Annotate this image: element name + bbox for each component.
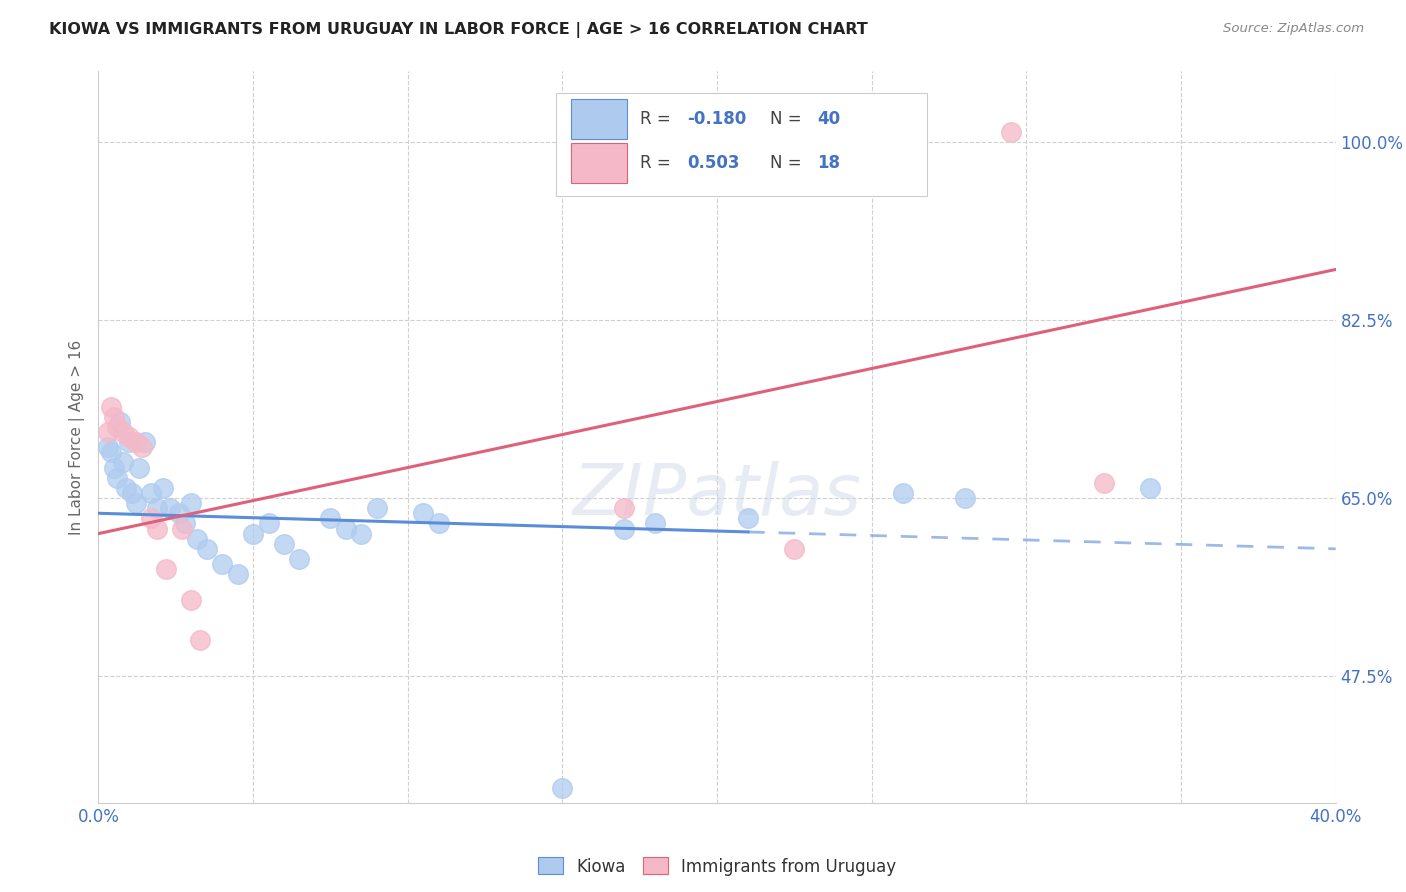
- Text: R =: R =: [640, 153, 676, 172]
- Point: [103, 409, 125, 424]
- Point: [644, 516, 666, 531]
- Point: [195, 541, 218, 556]
- Text: -0.180: -0.180: [688, 110, 747, 128]
- Point: [891, 486, 914, 500]
- Point: [174, 516, 197, 531]
- Point: [366, 501, 388, 516]
- Point: [97, 440, 120, 454]
- Point: [167, 506, 190, 520]
- Point: [103, 460, 125, 475]
- FancyBboxPatch shape: [571, 143, 627, 183]
- Point: [112, 455, 135, 469]
- Point: [152, 481, 174, 495]
- Point: [97, 425, 120, 439]
- Y-axis label: In Labor Force | Age > 16: In Labor Force | Age > 16: [69, 340, 86, 534]
- Text: Source: ZipAtlas.com: Source: ZipAtlas.com: [1223, 22, 1364, 36]
- Point: [288, 552, 311, 566]
- Point: [613, 501, 636, 516]
- Point: [242, 526, 264, 541]
- Point: [257, 516, 280, 531]
- Point: [105, 471, 128, 485]
- Point: [121, 486, 143, 500]
- Point: [128, 460, 150, 475]
- Point: [551, 780, 574, 795]
- Point: [159, 501, 181, 516]
- Text: ZIPatlas: ZIPatlas: [572, 461, 862, 530]
- Point: [139, 511, 162, 525]
- Point: [100, 400, 122, 414]
- Point: [118, 435, 141, 450]
- Point: [180, 496, 202, 510]
- Point: [412, 506, 434, 520]
- Point: [1139, 481, 1161, 495]
- Point: [155, 562, 177, 576]
- Point: [190, 633, 212, 648]
- Point: [953, 491, 976, 505]
- Point: [427, 516, 450, 531]
- Point: [105, 420, 128, 434]
- Point: [1092, 475, 1115, 490]
- Point: [146, 501, 169, 516]
- Text: R =: R =: [640, 110, 676, 128]
- Text: N =: N =: [770, 153, 807, 172]
- Point: [180, 592, 202, 607]
- Legend: Kiowa, Immigrants from Uruguay: Kiowa, Immigrants from Uruguay: [531, 851, 903, 882]
- Point: [783, 541, 806, 556]
- Text: N =: N =: [770, 110, 807, 128]
- Point: [350, 526, 373, 541]
- Point: [226, 567, 249, 582]
- Point: [170, 522, 193, 536]
- Point: [273, 537, 295, 551]
- Point: [737, 511, 759, 525]
- FancyBboxPatch shape: [571, 99, 627, 139]
- Point: [613, 522, 636, 536]
- Point: [124, 496, 146, 510]
- Point: [124, 435, 146, 450]
- FancyBboxPatch shape: [557, 94, 928, 195]
- Point: [186, 532, 208, 546]
- Point: [100, 445, 122, 459]
- Point: [146, 522, 169, 536]
- Point: [108, 415, 131, 429]
- Point: [134, 435, 156, 450]
- Text: KIOWA VS IMMIGRANTS FROM URUGUAY IN LABOR FORCE | AGE > 16 CORRELATION CHART: KIOWA VS IMMIGRANTS FROM URUGUAY IN LABO…: [49, 22, 868, 38]
- Point: [319, 511, 342, 525]
- Point: [139, 486, 162, 500]
- Point: [131, 440, 153, 454]
- Point: [1000, 125, 1022, 139]
- Point: [115, 481, 138, 495]
- Point: [211, 557, 233, 571]
- Text: 18: 18: [817, 153, 841, 172]
- Text: 40: 40: [817, 110, 841, 128]
- Point: [112, 425, 135, 439]
- Point: [335, 522, 357, 536]
- Text: 0.503: 0.503: [688, 153, 740, 172]
- Point: [118, 430, 141, 444]
